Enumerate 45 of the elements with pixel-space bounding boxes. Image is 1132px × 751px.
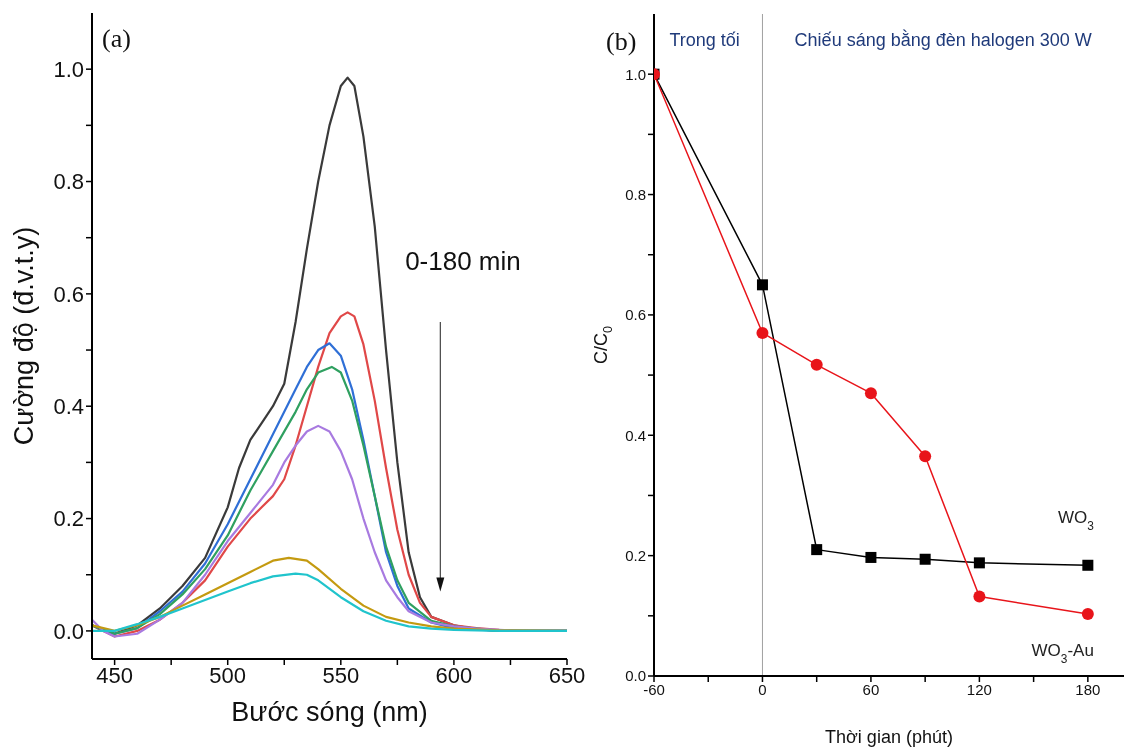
y-tick-label: 0.2 [625, 546, 646, 564]
x-tick-label: -60 [643, 680, 665, 698]
annotation: Trong tối [669, 29, 740, 50]
annotation: 0-180 min [405, 245, 521, 276]
point [1082, 559, 1094, 571]
point [973, 590, 986, 603]
y-tick-label: 0.8 [53, 169, 84, 195]
x-tick-label: 180 [1075, 680, 1101, 698]
y-tick-label: 0.6 [53, 281, 84, 307]
y-tick-label: 0.2 [53, 506, 84, 532]
point [865, 551, 877, 563]
y-tick-label: 0.0 [625, 667, 646, 685]
x-tick-label: 550 [322, 662, 360, 688]
point [756, 279, 768, 291]
point [919, 450, 932, 463]
chart-title: (a) [102, 24, 131, 53]
point [1081, 608, 1094, 621]
x-tick-label: 500 [209, 662, 247, 688]
x-tick-label: 60 [862, 680, 880, 698]
line-series [92, 572, 567, 633]
y-tick-label: 1.0 [53, 56, 84, 82]
series-label: WO$_{3}$ [1057, 508, 1095, 534]
text: (b) [606, 27, 637, 56]
y-tick-label: 0.4 [625, 426, 646, 444]
y-axis-title: Cường độ (đ.v.t.y) [9, 226, 40, 446]
point [811, 544, 823, 556]
point [810, 358, 823, 371]
series-label: WO$_{3}$-Au [1031, 641, 1094, 667]
y-tick-label: 1.0 [625, 65, 646, 83]
x-axis-title: Bước sóng (nm) [231, 697, 428, 727]
x-tick-label: 0 [758, 680, 767, 698]
x-tick-label: 450 [96, 662, 133, 688]
x-tick-label: 650 [548, 662, 586, 688]
annotation: Chiếu sáng bằng đèn halogen 300 W [794, 28, 1092, 50]
point [973, 557, 985, 569]
y-tick-label: 0.8 [625, 185, 646, 203]
x-axis-title: Thời gian (phút) [825, 727, 953, 747]
x-tick-label: 120 [966, 680, 992, 698]
point [756, 326, 769, 339]
y-tick-label: 0.4 [53, 394, 84, 420]
point [864, 387, 877, 400]
x-tick-label: 600 [435, 662, 473, 688]
point [919, 553, 931, 565]
y-tick-label: 0.0 [53, 618, 84, 644]
y-tick-label: 0.6 [625, 306, 646, 324]
